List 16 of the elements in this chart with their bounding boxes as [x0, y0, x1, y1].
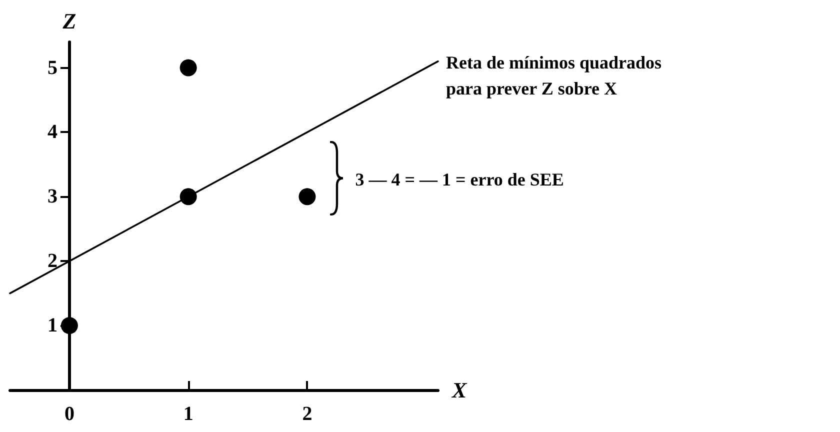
annotation: 3 — 4 = — 1 = erro de SEE	[355, 169, 564, 190]
y-axis-title: Z	[62, 8, 76, 34]
point	[298, 188, 316, 206]
point	[180, 188, 197, 206]
point	[60, 317, 78, 334]
point	[180, 59, 197, 76]
y-tick-label: 3	[47, 186, 58, 208]
x-tick-label: 0	[64, 403, 74, 425]
series-label: Reta de mínimos quadrados para prever Z sobre X	[446, 52, 666, 98]
x-tick-label: 1	[183, 403, 194, 425]
y-tick-label: 5	[47, 56, 58, 79]
y-tick-label: 4	[47, 121, 58, 144]
y-tick-label: 2	[47, 250, 58, 272]
x-tick-label: 2	[302, 403, 312, 425]
x-axis-title: X	[451, 378, 468, 402]
y-tick-label: 1	[47, 314, 58, 337]
